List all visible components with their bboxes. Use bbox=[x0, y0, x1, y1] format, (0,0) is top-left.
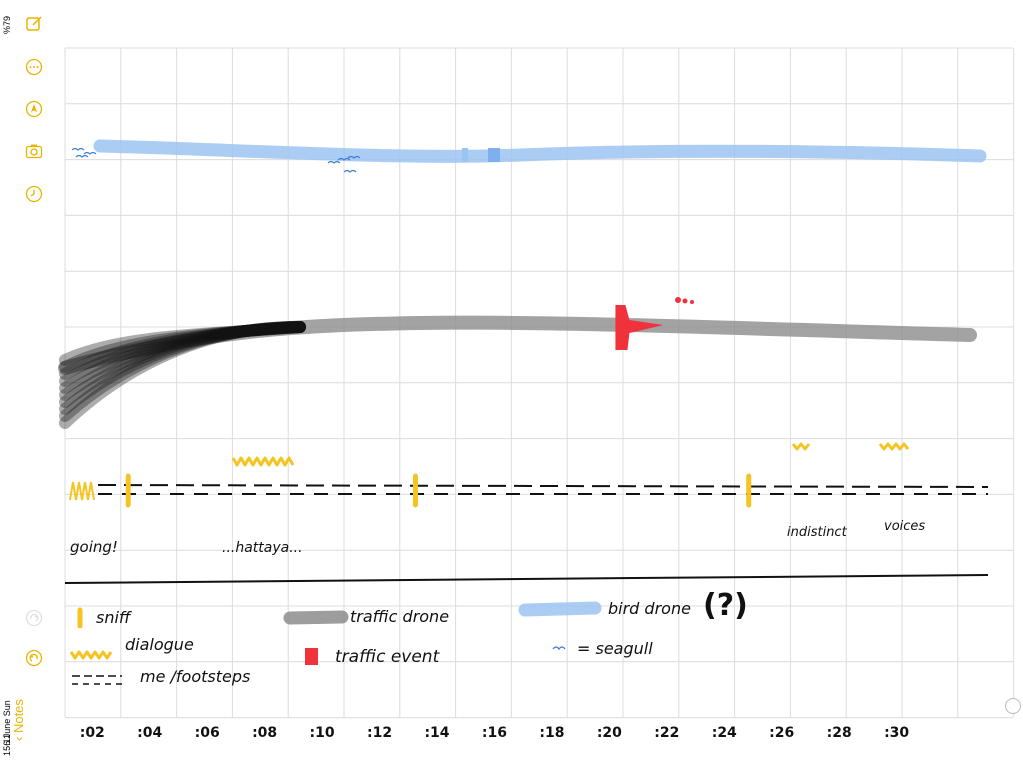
seagull-mark bbox=[83, 151, 97, 155]
x-tick-label: :30 bbox=[884, 725, 909, 741]
traffic-drone-band bbox=[58, 315, 977, 375]
legend-label: me /footsteps bbox=[140, 667, 250, 686]
traffic-drone-buildup bbox=[59, 321, 306, 422]
legend: sniff dialogue me /footsteps traffic drone t… bbox=[72, 588, 748, 686]
legend-label: traffic event bbox=[335, 647, 441, 667]
seagull-mark bbox=[347, 155, 361, 159]
legend-label: bird drone bbox=[608, 599, 691, 618]
traffic-event-dot bbox=[675, 297, 681, 303]
traffic-event-dot bbox=[682, 298, 688, 304]
annotation-label: going! bbox=[70, 538, 118, 556]
traffic-drone-buildup bbox=[59, 321, 306, 373]
legend-traffic-drone-glyph bbox=[283, 610, 349, 625]
legend-label: = seagull bbox=[577, 639, 653, 658]
compose-icon[interactable] bbox=[25, 15, 43, 33]
dialogue-mark bbox=[791, 442, 811, 451]
more-icon[interactable] bbox=[25, 58, 43, 76]
legend-label: sniff bbox=[96, 608, 133, 627]
footsteps-line bbox=[97, 484, 989, 488]
traffic-drone-buildup bbox=[59, 321, 306, 401]
x-tick-label: :08 bbox=[252, 725, 277, 741]
legend-label: traffic drone bbox=[350, 607, 449, 626]
status-bar: %79 6 June Sun 15:11 bbox=[0, 0, 14, 767]
traffic-event-mark bbox=[615, 305, 664, 350]
x-tick-label: :06 bbox=[195, 725, 220, 741]
x-tick-label: :04 bbox=[137, 725, 162, 741]
traffic-drone-buildup bbox=[59, 321, 306, 394]
bird-drone-band bbox=[93, 139, 987, 163]
seagull-mark bbox=[327, 160, 341, 164]
seagull-mark bbox=[71, 147, 85, 151]
x-tick-label: :26 bbox=[769, 725, 794, 741]
legend-bird-drone-glyph bbox=[518, 601, 602, 617]
traffic-event-dot bbox=[690, 300, 694, 304]
legend-question-note: (?) bbox=[703, 588, 748, 623]
dialogue-mark bbox=[69, 481, 95, 501]
traffic-drone-buildup bbox=[59, 320, 306, 429]
x-tick-label: :22 bbox=[654, 725, 679, 741]
traffic-drone-buildup bbox=[59, 321, 306, 380]
traffic-drone-buildup bbox=[59, 321, 306, 415]
annotation-label: ...hattaya... bbox=[222, 540, 303, 556]
x-tick-label: :12 bbox=[367, 725, 392, 741]
legend-dialogue-glyph bbox=[69, 650, 113, 660]
left-toolbar: ‹ Notes bbox=[11, 0, 54, 767]
legend-seagull-glyph bbox=[552, 646, 566, 651]
x-tick-label: :28 bbox=[827, 725, 852, 741]
traffic-drone-buildup bbox=[59, 321, 306, 408]
undo-icon[interactable] bbox=[25, 649, 43, 667]
scroll-indicator[interactable] bbox=[1005, 698, 1021, 714]
clock-icon[interactable] bbox=[25, 185, 43, 203]
x-tick-label: :24 bbox=[712, 725, 737, 741]
x-tick-label: :14 bbox=[424, 725, 449, 741]
dialogue-mark bbox=[878, 442, 910, 451]
bird-drone-accent bbox=[488, 148, 500, 162]
dialogue-mark bbox=[231, 456, 295, 467]
traffic-drone-buildup bbox=[59, 321, 306, 366]
x-tick-label: :16 bbox=[482, 725, 507, 741]
legend-traffic-event-glyph bbox=[305, 648, 318, 665]
seagull-mark bbox=[343, 169, 357, 173]
bird-drone-accent bbox=[462, 148, 468, 162]
redo-icon[interactable] bbox=[25, 609, 43, 627]
annotation-label: voices bbox=[884, 519, 925, 534]
x-tick-labels: :02 :04 :06 :08 :10 :12 :14 :16 :18 :20 :22 :24 :26:… bbox=[80, 725, 910, 741]
camera-icon[interactable] bbox=[25, 142, 43, 160]
x-tick-label: :20 bbox=[597, 725, 622, 741]
seagull-mark bbox=[337, 157, 351, 161]
legend-divider bbox=[64, 574, 989, 584]
legend-label: dialogue bbox=[125, 635, 194, 654]
traffic-drone-buildup bbox=[59, 321, 306, 387]
annotation-label: indistinct bbox=[787, 525, 848, 540]
x-tick-label: :02 bbox=[80, 725, 105, 741]
chart-marks: going! ...hattaya... indistinct voices bbox=[58, 139, 989, 660]
pen-tip-icon[interactable] bbox=[25, 100, 43, 118]
x-tick-label: :10 bbox=[310, 725, 335, 741]
x-tick-label: :18 bbox=[539, 725, 564, 741]
seagull-mark bbox=[75, 154, 89, 158]
